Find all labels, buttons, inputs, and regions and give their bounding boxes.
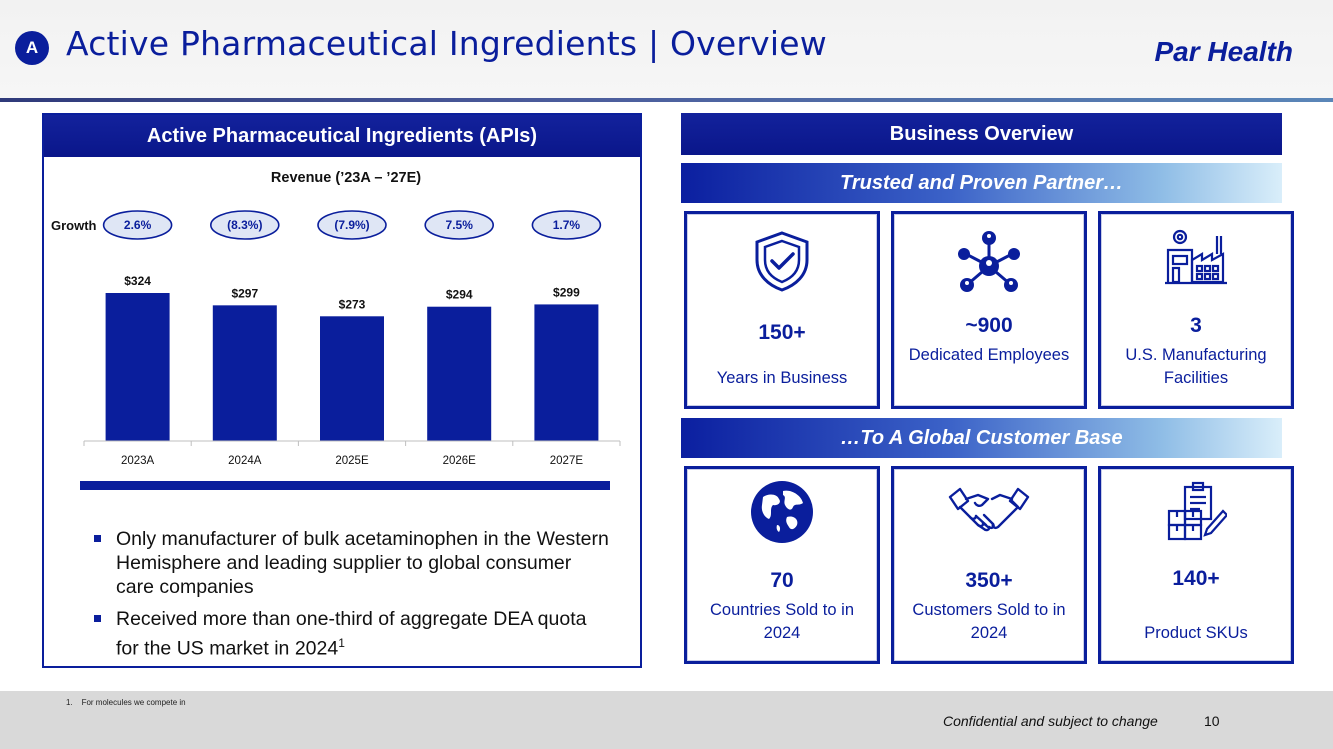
globe-icon [751,481,813,543]
growth-pill [102,210,173,240]
card-label: Customers Sold to in 2024 [912,601,1066,642]
growth-value: 7.5% [446,218,474,232]
growth-value: 1.7% [553,218,581,232]
card-value: 350+ [965,569,1013,592]
card-manufacturing-facilities: 3 U.S. Manufacturing Facilities [1098,211,1294,409]
revenue-bar [212,305,277,441]
confidential-notice: Confidential and subject to change [943,713,1158,729]
card-label: U.S. Manufacturing Facilities [1125,346,1267,387]
card-value: 150+ [758,321,806,344]
bar-value-label: $273 [339,297,366,311]
card-employees: ~900 Dedicated Employees [891,211,1087,409]
x-tick-label: 2027E [550,455,584,467]
card-value: 3 [1190,314,1202,337]
bullet-text: Received more than one-third of aggregat… [116,608,587,660]
growth-value: (8.3%) [227,218,262,232]
header-background [0,0,1333,100]
footnote: 1. For molecules we compete in [66,698,186,707]
revenue-bar [320,316,384,441]
business-overview-title: Business Overview [681,113,1282,155]
handshake-icon [948,487,1030,532]
card-value: 140+ [1172,567,1220,590]
card-label: Countries Sold to in 2024 [710,601,854,642]
card-label: Dedicated Employees [908,346,1070,364]
api-bullet-list: Only manufacturer of bulk acetaminophen … [94,527,614,669]
revenue-chart: Revenue (’23A – ’27E) Growth 2.6% (8.3%) (… [51,170,621,490]
brand-logo-text: Par Health [1154,36,1294,67]
bar-value-label: $297 [231,286,258,300]
card-countries-sold: 70 Countries Sold to in 2024 [684,466,880,664]
section-badge: A [15,31,49,65]
api-panel: Active Pharmaceutical Ingredients (APIs)… [42,113,642,668]
bullet-text: Only manufacturer of bulk acetaminophen … [116,528,609,598]
x-tick-label: 2025E [335,455,369,467]
card-customers-sold: 350+ Customers Sold to in 2024 [891,466,1087,664]
revenue-bar [427,306,492,441]
growth-value: 2.6% [124,218,152,232]
card-product-skus: 140+ Product SKUs [1098,466,1294,664]
revenue-bar [534,304,599,441]
chart-underline-bar [80,481,610,490]
bar-value-label: $299 [553,285,580,299]
bar-value-label: $294 [446,288,473,302]
page-title: Active Pharmaceutical Ingredients | Over… [66,24,827,63]
growth-pill [531,210,602,240]
clipboard-boxes-icon [1167,481,1227,541]
bullet-item: Only manufacturer of bulk acetaminophen … [94,527,614,599]
chart-title: Revenue (’23A – ’27E) [271,170,421,186]
footnote-ref: 1 [338,636,345,650]
growth-pill [424,210,495,240]
ribbon-trusted-partner: Trusted and Proven Partner… [681,163,1282,203]
card-years-in-business: 150+ Years in Business [684,211,880,409]
card-value: 70 [770,569,794,592]
growth-label: Growth [51,218,97,233]
revenue-bar [105,293,170,441]
page-number: 10 [1204,713,1220,729]
x-tick-label: 2023A [121,455,155,467]
growth-pill [317,210,387,240]
growth-pill [210,210,280,240]
factory-icon [1165,229,1227,285]
people-network-icon [958,231,1020,292]
card-label: Years in Business [716,369,848,387]
bar-value-label: $324 [124,274,151,288]
footer-bar [0,691,1333,749]
bullet-item: Received more than one-third of aggregat… [94,607,614,661]
shield-check-icon [755,231,809,292]
x-tick-label: 2024A [228,455,262,467]
growth-value: (7.9%) [334,218,369,232]
card-value: ~900 [965,314,1013,337]
card-label: Product SKUs [1144,624,1248,642]
header-divider [0,98,1333,102]
ribbon-global-customer-base: …To A Global Customer Base [681,418,1282,458]
api-panel-title: Active Pharmaceutical Ingredients (APIs) [44,115,640,157]
x-tick-label: 2026E [443,455,477,467]
